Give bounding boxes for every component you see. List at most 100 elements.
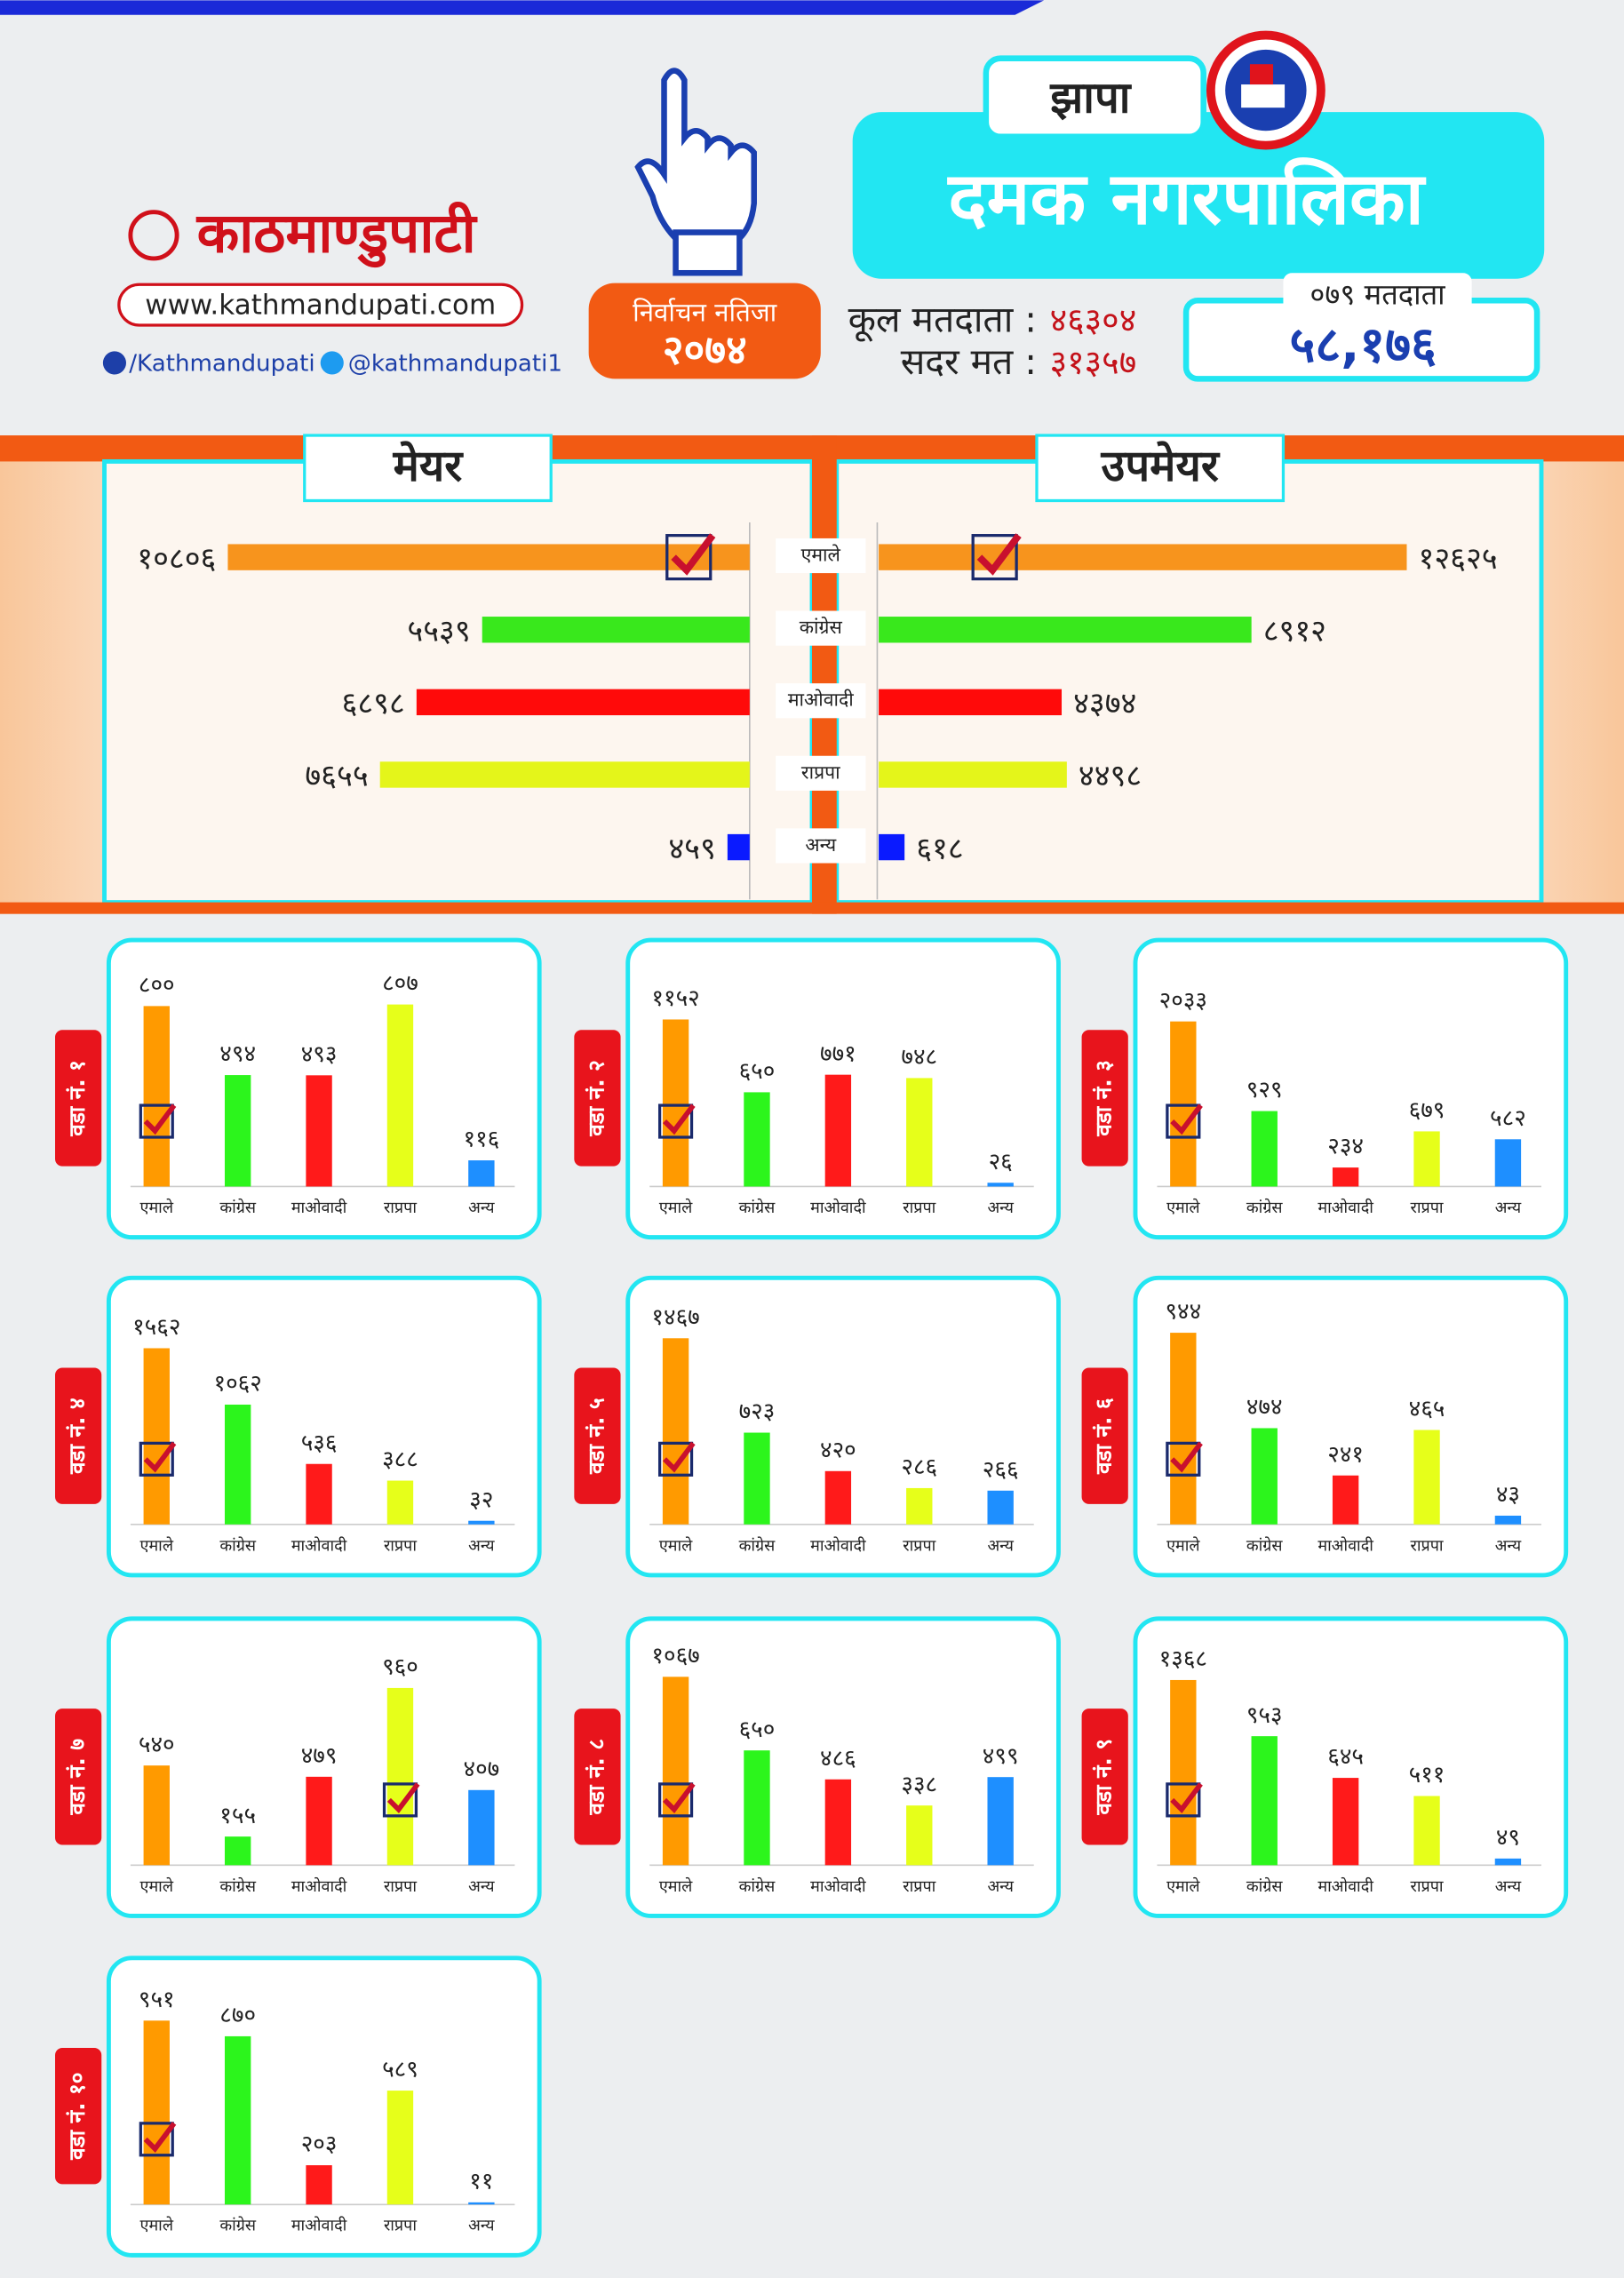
value-label: ६५० [739, 1716, 776, 1743]
voters-079: ५८,१७६ [1290, 316, 1437, 374]
value-label: १०६२ [214, 1371, 262, 1398]
category-label: राप्रपा [903, 1536, 935, 1555]
value-label: २०३३ [1159, 987, 1207, 1014]
ward-title: वडा नं. १० [64, 2072, 90, 2160]
bar [744, 1750, 770, 1866]
winner-box [382, 1782, 418, 1818]
value-label: ४०७ [464, 1756, 500, 1782]
category-label: माओवादी [1318, 1876, 1373, 1896]
bar [879, 761, 1067, 788]
ward-panel [1133, 1616, 1569, 1918]
value-label: ६७९ [1409, 1097, 1445, 1124]
bar [1251, 1736, 1278, 1866]
municipality-box [852, 112, 1545, 279]
value-label: ९५१ [139, 1987, 175, 2013]
value-label: ९५३ [1246, 1702, 1283, 1729]
ward-title: वडा नं. ५ [583, 1398, 609, 1475]
category-label: एमाले [140, 1876, 174, 1896]
category-label: एमाले [1166, 1876, 1200, 1896]
value-label: २६६ [983, 1456, 1019, 1483]
category-label: कांग्रेस [800, 617, 843, 639]
category-label: कांग्रेस [739, 1198, 776, 1217]
bar [662, 1019, 689, 1187]
value-label: २०३ [301, 2131, 338, 2158]
ward-panel [625, 1275, 1061, 1578]
ward-panel [1133, 1275, 1569, 1578]
value-label: ४९३ [301, 1041, 338, 1068]
bar [662, 1677, 689, 1866]
bar [987, 1777, 1014, 1866]
value-label: ४३७४ [1073, 686, 1136, 721]
value-label: ५४० [139, 1732, 175, 1758]
ward-title: वडा नं. ४ [64, 1398, 90, 1475]
category-label: राप्रपा [801, 761, 840, 784]
ward-tag [574, 1708, 621, 1845]
value-label: ४७९ [301, 1742, 338, 1769]
category-label: अन्य [987, 1877, 1014, 1896]
bar [1413, 1131, 1440, 1187]
value-label: ९४४ [1165, 1299, 1201, 1326]
bar [1332, 1167, 1359, 1187]
winner-box [657, 1103, 694, 1139]
category-label: एमाले [140, 1535, 174, 1555]
value-label: ८७० [219, 2003, 256, 2029]
bar [143, 1006, 170, 1187]
ward-title: वडा नं. १ [64, 1060, 90, 1137]
value-label: ९६० [382, 1654, 418, 1681]
bar [224, 2035, 251, 2205]
district-box [983, 55, 1206, 140]
ward-panel [106, 1275, 542, 1578]
ward-panel [106, 1955, 542, 2258]
ward-title: वडा नं. ८ [583, 1739, 609, 1816]
value-label: ८९१२ [1263, 614, 1326, 649]
value-label: ११५२ [651, 985, 699, 1012]
panel-title: उपमेयर [1101, 441, 1221, 491]
category-label: राप्रपा [384, 1536, 417, 1555]
bar [824, 1074, 852, 1187]
value-label: ६४५ [1327, 1744, 1364, 1771]
category-label: राप्रपा [384, 1877, 417, 1896]
bar [224, 1075, 251, 1187]
category-label: राप्रपा [384, 1199, 417, 1217]
category-label: माओवादी [810, 1535, 866, 1555]
bar [386, 1480, 414, 1525]
bar [482, 617, 750, 643]
bar [987, 1183, 1014, 1187]
bar [143, 1765, 170, 1866]
bar [379, 761, 750, 788]
bar [1170, 1333, 1197, 1525]
category-label: अन्य [1495, 1536, 1522, 1555]
bar [879, 689, 1063, 716]
bar [906, 1078, 933, 1187]
category-label: कांग्रेस [739, 1535, 776, 1555]
value-label: १३६८ [1159, 1646, 1207, 1673]
bar [662, 1338, 689, 1525]
website-box [117, 283, 524, 327]
value-label: ४८६ [820, 1745, 856, 1772]
category-label: कांग्रेस [219, 1535, 257, 1555]
category-label: एमाले [140, 2216, 174, 2235]
ward-title: वडा नं. ९ [1091, 1739, 1117, 1816]
category-label: राप्रपा [1411, 1877, 1444, 1896]
category-label: एमाले [659, 1876, 693, 1896]
value-label: २८६ [901, 1454, 937, 1481]
winner-check [143, 1441, 177, 1473]
bar [1251, 1111, 1278, 1187]
twitter-icon [320, 351, 344, 375]
category-label: माओवादी [291, 1535, 347, 1555]
winner-box [657, 1441, 694, 1477]
ward-title: वडा नं. ३ [1091, 1060, 1117, 1137]
winner-check [1170, 1441, 1203, 1473]
ward-tag [1081, 1030, 1128, 1167]
category-label: एमाले [659, 1535, 693, 1555]
category-box [776, 538, 866, 574]
value-label: ४३ [1496, 1482, 1520, 1509]
ward-tag [55, 1367, 102, 1504]
voters-079-label: ०७९ मतदाता [1310, 277, 1445, 311]
winner-check [671, 533, 716, 576]
winner-check [976, 533, 1022, 576]
bar [1494, 1515, 1522, 1525]
winner-check [1170, 1782, 1203, 1814]
category-label: कांग्रेस [739, 1876, 776, 1896]
